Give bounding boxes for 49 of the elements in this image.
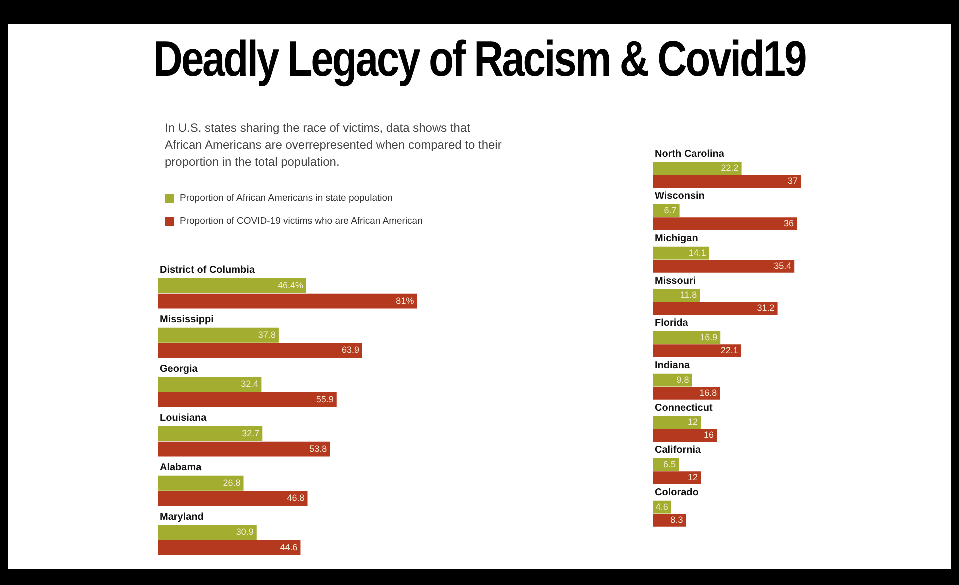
data-label: 26.8 (223, 478, 241, 488)
y-tick-label: District of Columbia (160, 265, 256, 276)
data-label: 16 (704, 430, 714, 440)
y-tick-label: Colorado (655, 487, 699, 498)
data-label: 8.3 (670, 514, 684, 525)
data-label: 16.9 (700, 332, 718, 342)
y-tick-label: North Carolina (655, 148, 725, 160)
y-tick-label: Alabama (160, 462, 202, 474)
data-label: 37.8 (258, 330, 276, 340)
data-label: 46.8 (287, 493, 305, 504)
y-tick-label: Michigan (655, 233, 698, 244)
y-tick-label: Connecticut (655, 402, 714, 414)
data-label: 30.9 (236, 527, 254, 538)
data-label: 35.4 (774, 260, 792, 271)
legend-label: Proportion of African Americans in state population (180, 193, 393, 204)
data-label: 32.7 (242, 428, 260, 439)
data-label: 22.2 (721, 163, 739, 174)
data-label: 14.1 (688, 248, 706, 258)
y-tick-label: Wisconsin (655, 191, 705, 202)
y-tick-label: Indiana (655, 360, 690, 372)
data-label: 9.8 (676, 374, 690, 385)
data-label: 6.7 (664, 205, 677, 216)
data-label: 12 (688, 472, 698, 483)
y-tick-label: Mississippi (160, 314, 214, 326)
data-label: 55.9 (316, 394, 334, 404)
data-label: 53.8 (310, 444, 328, 454)
data-label: 81% (396, 296, 414, 306)
data-label: 6.5 (663, 459, 676, 470)
data-label: 44.6 (280, 542, 298, 552)
y-tick-label: Louisiana (160, 413, 208, 424)
data-label: 46.4% (278, 280, 304, 291)
data-label: 37 (788, 176, 798, 186)
y-tick-label: Georgia (160, 364, 198, 375)
data-label: 31.2 (757, 303, 775, 314)
data-label: 16.8 (700, 388, 718, 398)
data-label: 11.8 (680, 290, 698, 300)
chart-subtitle: In U.S. states sharing the race of victims, data shows that African Americans are overrepresented when compared to their proportion in the total population. (165, 120, 503, 171)
y-tick-label: Missouri (655, 276, 696, 287)
y-tick-label: California (655, 445, 702, 456)
data-label: 63.9 (342, 345, 360, 356)
data-label: 32.4 (241, 379, 259, 390)
legend-label: Proportion of COVID-19 victims who are African American (180, 216, 423, 227)
data-label: 4.6 (656, 502, 668, 512)
y-tick-label: Maryland (160, 512, 204, 523)
data-label: 22.1 (720, 346, 738, 356)
data-label: 36 (784, 218, 794, 229)
chart-title: Deadly Legacy of Racism & Covid19 (152, 30, 807, 88)
y-tick-label: Florida (655, 318, 689, 330)
data-label: 12 (688, 417, 698, 428)
